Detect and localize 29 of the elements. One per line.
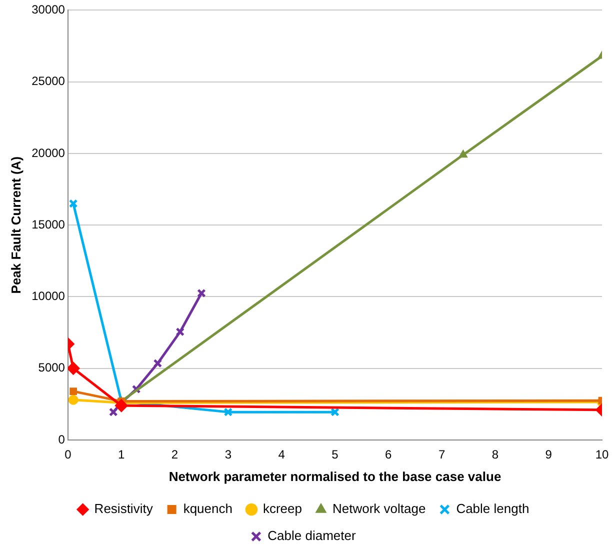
y-tick-label: 5000 [38, 360, 66, 375]
y-tick-label: 10000 [32, 289, 66, 304]
x-axis-title: Network parameter normalised to the base case value [168, 468, 502, 484]
y-tick-label: 25000 [32, 74, 66, 88]
x-tick-label: 1 [118, 448, 126, 462]
y-tick-label: 0 [58, 432, 66, 446]
legend-label: kquench [183, 501, 232, 516]
x-tick-label: 10 [595, 448, 609, 462]
point [153, 358, 162, 368]
y-tick-label: 15000 [32, 217, 66, 232]
x-tick-label: 3 [224, 448, 232, 462]
x-tick-label: 8 [492, 448, 499, 462]
legend-label: Network voltage [332, 501, 426, 516]
y-tick-label: 30000 [32, 2, 66, 17]
x-tick-label: 9 [545, 448, 552, 462]
point [176, 327, 185, 336]
legend-label: Cable length [456, 501, 530, 516]
legend-label: Resistivity [94, 501, 154, 516]
legend-label: kcreep [262, 501, 302, 516]
y-axis-title: Peak Fault Current (A) [8, 156, 24, 294]
point [224, 408, 233, 416]
legend-label: Cable diameter [268, 528, 356, 544]
y-tick-label: 20000 [32, 146, 66, 160]
x-tick-label: 6 [385, 448, 392, 462]
x-tick-label: 2 [171, 448, 178, 462]
x-tick-label: 5 [332, 448, 339, 462]
x-tick-label: 7 [438, 448, 446, 462]
point [70, 388, 77, 395]
x-tick-label: 4 [278, 448, 286, 462]
